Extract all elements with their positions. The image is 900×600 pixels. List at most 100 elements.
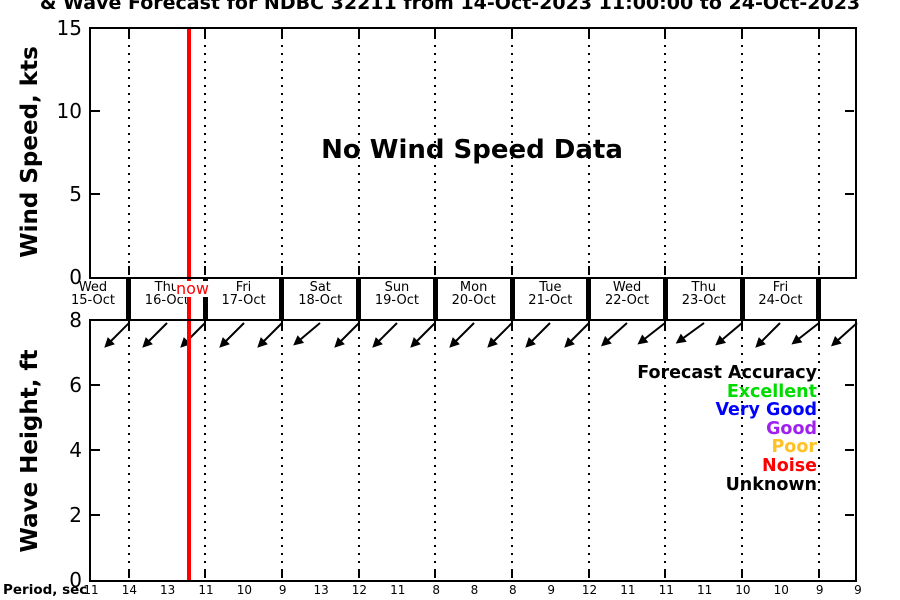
axis-tick (91, 384, 100, 386)
axis-tick (587, 266, 590, 275)
vertical-gridline (127, 29, 130, 277)
day-date: 21-Oct (528, 293, 573, 308)
axis-tick (204, 29, 207, 38)
vertical-gridline (357, 321, 360, 578)
axis-tick (280, 569, 283, 578)
day-date: 19-Oct (374, 293, 419, 308)
axis-tick (845, 110, 854, 112)
day-date: 18-Oct (298, 293, 343, 308)
axis-tick (434, 266, 437, 275)
axis-tick (91, 449, 100, 451)
axis-tick (664, 29, 667, 38)
wave-height-axis-title: Wave Height, ft (17, 349, 43, 553)
axis-tick (204, 266, 207, 275)
vertical-gridline (204, 321, 207, 578)
axis-tick (741, 321, 744, 330)
y-tick-label: 5 (69, 182, 82, 206)
day-separator (432, 279, 438, 319)
axis-tick (587, 569, 590, 578)
axis-tick (357, 266, 360, 275)
day-label: Tue 21-Oct (512, 281, 588, 307)
day-label: Thu 16-Oct (129, 281, 205, 307)
day-name: Wed (78, 280, 108, 295)
day-name: Fri (235, 280, 252, 295)
axis-tick (127, 321, 130, 330)
y-tick-label: 15 (56, 16, 82, 40)
axis-tick (91, 514, 100, 516)
period-value: 12 (351, 583, 368, 597)
axis-tick (741, 569, 744, 578)
vertical-gridline (664, 321, 667, 578)
day-date: 17-Oct (221, 293, 266, 308)
vertical-gridline (587, 29, 590, 277)
day-date: 15-Oct (70, 293, 116, 308)
axis-tick (664, 569, 667, 578)
now-label: now (176, 279, 210, 298)
axis-tick (817, 266, 820, 275)
vertical-gridline (741, 321, 744, 578)
day-date: 23-Oct (681, 293, 726, 308)
vertical-gridline (280, 321, 283, 578)
vertical-gridline (127, 321, 130, 578)
vertical-gridline (817, 321, 820, 578)
axis-tick (357, 321, 360, 330)
period-value: 8 (470, 583, 479, 597)
day-label: Fri 17-Oct (206, 281, 282, 307)
day-separator (662, 279, 668, 319)
day-separator (739, 279, 745, 319)
period-value: 13 (313, 583, 329, 597)
legend-entry: Noise (762, 455, 817, 476)
axis-tick (511, 321, 513, 330)
day-label: Wed 15-Oct (55, 281, 131, 307)
title-clip-region: & Wave Forecast for NDBC 32211 from 14-O… (0, 0, 900, 14)
axis-tick (280, 29, 283, 38)
vertical-gridline (511, 321, 513, 578)
day-name: Wed (612, 280, 642, 295)
y-tick-label: 4 (69, 438, 82, 462)
day-separator (202, 279, 208, 319)
period-value: 11 (83, 583, 99, 597)
period-value: 11 (658, 583, 674, 597)
period-value: 11 (198, 583, 214, 597)
day-name: Thu (154, 280, 180, 295)
axis-tick (587, 321, 590, 330)
wave-height-panel (89, 319, 857, 582)
vertical-gridline (741, 29, 744, 277)
axis-tick (741, 266, 744, 275)
axis-tick (817, 321, 820, 330)
axis-tick (664, 266, 667, 275)
period-value: 9 (278, 583, 287, 597)
period-value: 14 (121, 583, 137, 597)
period-value: 9 (854, 583, 862, 597)
day-label: Sat 18-Oct (282, 281, 358, 307)
axis-tick (280, 266, 283, 275)
axis-tick (741, 29, 744, 38)
chart-title: & Wave Forecast for NDBC 32211 from 14-O… (39, 0, 861, 14)
vertical-gridline (511, 29, 513, 277)
day-name: Sat (309, 280, 331, 295)
axis-tick (845, 449, 854, 451)
y-tick-label: 10 (56, 99, 82, 123)
period-value: 11 (696, 583, 713, 597)
day-separator (509, 279, 515, 319)
period-axis-label: Period, sec (3, 582, 88, 598)
day-name: Mon (459, 280, 488, 295)
legend-entry: Very Good (715, 400, 817, 421)
wind-speed-panel (89, 27, 857, 279)
axis-tick (511, 29, 513, 38)
axis-tick (434, 29, 437, 38)
axis-tick (845, 384, 854, 386)
day-date: 16-Oct (144, 293, 189, 308)
now-line (187, 29, 191, 580)
y-tick-label: 8 (69, 308, 82, 332)
vertical-gridline (434, 29, 437, 277)
legend-entry: Excellent (726, 381, 817, 402)
day-date: 22-Oct (605, 293, 650, 308)
day-date: 24-Oct (758, 293, 803, 308)
day-separator (356, 279, 362, 319)
axis-tick (91, 193, 100, 195)
wind-speed-axis-title: Wind Speed, kts (17, 46, 43, 258)
day-separator (279, 279, 285, 319)
vertical-gridline (280, 29, 283, 277)
